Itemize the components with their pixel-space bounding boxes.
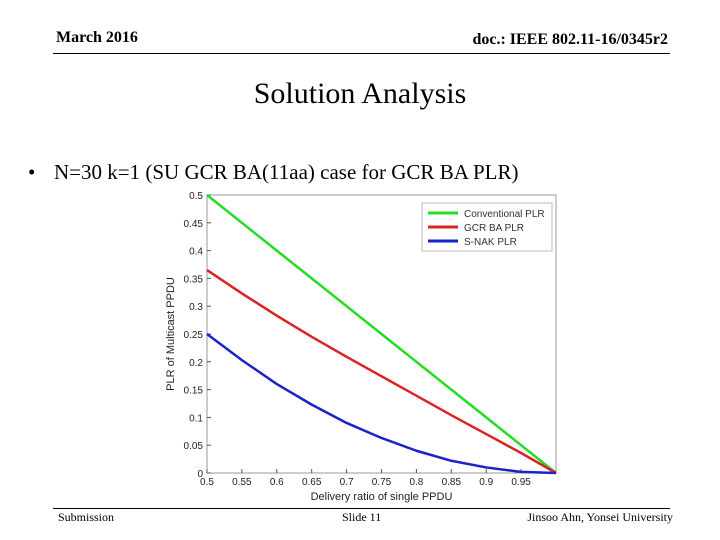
y-tick-label: 0.4	[189, 247, 203, 258]
footer-author: Jinsoo Ahn, Yonsei University	[527, 510, 673, 524]
series-line-s-nak-plr	[206, 332, 557, 475]
bullet-text: N=30 k=1 (SU GCR BA(11aa) case for GCR B…	[54, 160, 519, 184]
bullet-marker: •	[28, 160, 36, 184]
footer-submission: Submission	[58, 510, 115, 524]
x-tick-label: 0.6	[270, 477, 284, 488]
x-tick-label: 0.75	[372, 477, 392, 488]
x-tick-label: 0.7	[340, 477, 354, 488]
legend-label: S-NAK PLR	[464, 237, 517, 248]
x-tick-label: 0.5	[200, 477, 214, 488]
header-date: March 2016	[56, 29, 138, 46]
x-tick-label: 0.55	[232, 477, 252, 488]
footer-slide-number: Slide 11	[342, 510, 382, 524]
y-tick-label: 0.45	[184, 219, 204, 230]
series-line-gcr-ba-plr	[206, 269, 557, 475]
series-line-conventional-plr	[206, 194, 557, 474]
chart-legend: Conventional PLR GCR BA PLR S-NAK PLR	[421, 202, 553, 252]
x-axis-label: Delivery ratio of single PPDU	[311, 491, 453, 503]
y-tick-label: 0.2	[189, 358, 203, 369]
header-divider	[53, 53, 670, 54]
legend-label: Conventional PLR	[464, 209, 545, 220]
x-tick-label: 0.65	[302, 477, 322, 488]
y-tick-label: 0	[197, 469, 203, 480]
x-tick-label: 0.85	[442, 477, 462, 488]
y-tick-label: 0.35	[184, 274, 204, 285]
y-tick-label: 0.1	[189, 413, 203, 424]
chart-series-group	[206, 194, 557, 475]
y-axis-label: PLR of Multicast PPDU	[165, 277, 177, 391]
x-tick-label: 0.9	[479, 477, 493, 488]
legend-box	[421, 202, 553, 252]
bullet-item: • N=30 k=1 (SU GCR BA(11aa) case for GCR …	[28, 160, 518, 185]
x-tick-label: 0.95	[511, 477, 531, 488]
slide-title: Solution Analysis	[253, 77, 467, 110]
legend-label: GCR BA PLR	[464, 223, 524, 234]
footer-divider	[53, 508, 670, 509]
y-tick-label: 0.3	[189, 302, 203, 313]
plr-chart: 0 0.05 0.1 0.15 0.2 0.25 0.3 0.35 0.4 0.45 0.5 0.5 0…	[165, 191, 557, 503]
y-tick-label: 0.25	[184, 330, 204, 341]
header-doc-id: doc.: IEEE 802.11-16/0345r2	[472, 31, 668, 48]
x-tick-label: 0.8	[409, 477, 423, 488]
y-tick-label: 0.5	[189, 191, 203, 202]
y-tick-label: 0.05	[184, 441, 204, 452]
y-tick-label: 0.15	[184, 386, 204, 397]
